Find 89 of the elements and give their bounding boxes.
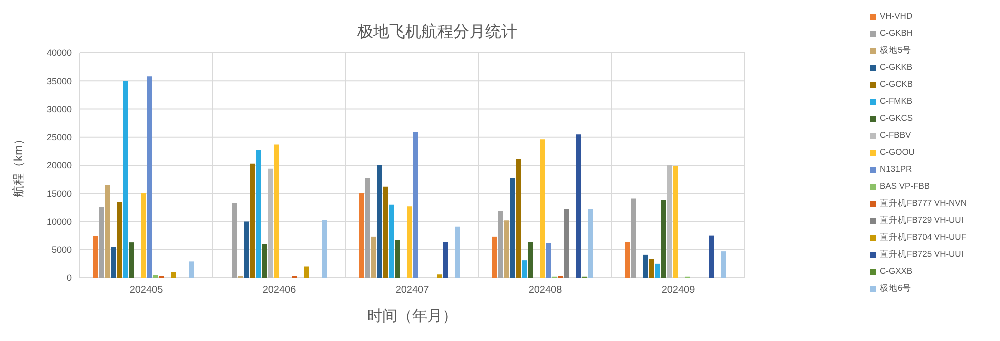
y-tick-label: 15000: [46, 188, 72, 199]
legend-label: 直升机FB704 VH-UUF: [880, 232, 967, 242]
bar: [123, 81, 128, 278]
bar: [564, 209, 570, 278]
y-tick-label: 25000: [46, 132, 72, 143]
bar: [516, 159, 522, 278]
bar: [498, 211, 504, 278]
y-tick-label: 35000: [46, 76, 72, 86]
bar: [588, 209, 594, 278]
bar: [256, 150, 262, 278]
legend-label: 直升机FB729 VH-UUI: [880, 215, 964, 225]
bar: [510, 178, 516, 278]
bar: [383, 186, 388, 278]
bar: [649, 259, 654, 278]
chart-title: 极地飞机航程分月统计: [356, 22, 518, 43]
bar: [359, 193, 364, 278]
bar: [377, 166, 382, 278]
bar: [117, 202, 122, 278]
bar: [631, 198, 636, 278]
bar: [304, 266, 310, 278]
y-tick-label: 5000: [52, 245, 72, 256]
bar: [492, 236, 498, 278]
bar: [643, 254, 648, 278]
bar: [655, 264, 660, 278]
x-tick-label: 202405: [130, 285, 164, 296]
bar: [576, 134, 582, 278]
bar: [455, 226, 460, 278]
legend-label: C-GKKB: [880, 62, 913, 72]
legend-label: C-GOOU: [880, 147, 915, 157]
bar: [407, 206, 412, 278]
bar: [721, 252, 726, 278]
legend-label: N131PR: [880, 164, 912, 174]
x-tick-label: 202407: [396, 285, 430, 296]
bar: [93, 236, 98, 278]
bar: [189, 262, 194, 278]
y-axis-title: 航程（km）: [11, 134, 26, 198]
legend-label: C-GKBH: [880, 28, 914, 38]
bar: [274, 144, 280, 278]
legend-label: VH-VHD: [880, 11, 913, 21]
bar: [171, 272, 176, 278]
legend-label: 直升机FB777 VH-NVN: [880, 198, 967, 208]
bar: [268, 168, 274, 278]
bar: [709, 236, 714, 278]
bar: [105, 185, 110, 278]
legend-label: 极地6号: [880, 283, 912, 293]
bar: [546, 243, 552, 278]
bar: [667, 164, 672, 278]
y-tick-label: 20000: [46, 160, 72, 171]
bar: [250, 164, 256, 278]
bar: [322, 220, 328, 278]
bar: [443, 242, 448, 278]
bar: [129, 242, 134, 278]
bar: [673, 166, 678, 278]
bar: [413, 132, 418, 278]
legend-label: C-GKCS: [880, 113, 914, 123]
bar: [244, 222, 250, 278]
bar: [389, 204, 394, 278]
y-tick-label: 40000: [46, 48, 72, 58]
bar: [111, 247, 116, 278]
legend-label: 直升机FB725 VH-UUI: [880, 249, 964, 259]
bar: [437, 274, 442, 278]
bar: [371, 236, 376, 278]
bar: [504, 220, 510, 278]
bar: [99, 207, 104, 278]
bar: [147, 76, 152, 278]
y-tick-label: 0: [66, 273, 72, 284]
legend-label: 极地5号: [880, 45, 912, 55]
x-tick-label: 202406: [262, 285, 297, 296]
bar: [625, 242, 630, 278]
bar: [528, 242, 534, 278]
y-tick-label: 30000: [46, 104, 72, 114]
bar: [232, 203, 238, 278]
bar: [522, 260, 528, 278]
bar: [262, 244, 268, 278]
bar: [395, 240, 400, 278]
x-axis-title: 时间（年月）: [368, 308, 458, 325]
legend-label: C-GCKB: [880, 79, 914, 89]
x-tick-label: 202408: [528, 285, 563, 296]
legend-label: C-FMKB: [880, 96, 913, 106]
bar: [141, 193, 146, 278]
legend-label: BAS VP-FBB: [880, 181, 930, 191]
bar: [153, 275, 158, 278]
legend-label: C-GXXB: [880, 266, 913, 276]
bar: [365, 178, 370, 278]
x-tick-label: 202409: [662, 285, 696, 296]
bar: [540, 140, 546, 278]
y-tick-label: 10000: [46, 216, 72, 227]
bar: [661, 200, 666, 278]
legend-label: C-FBBV: [880, 130, 912, 140]
